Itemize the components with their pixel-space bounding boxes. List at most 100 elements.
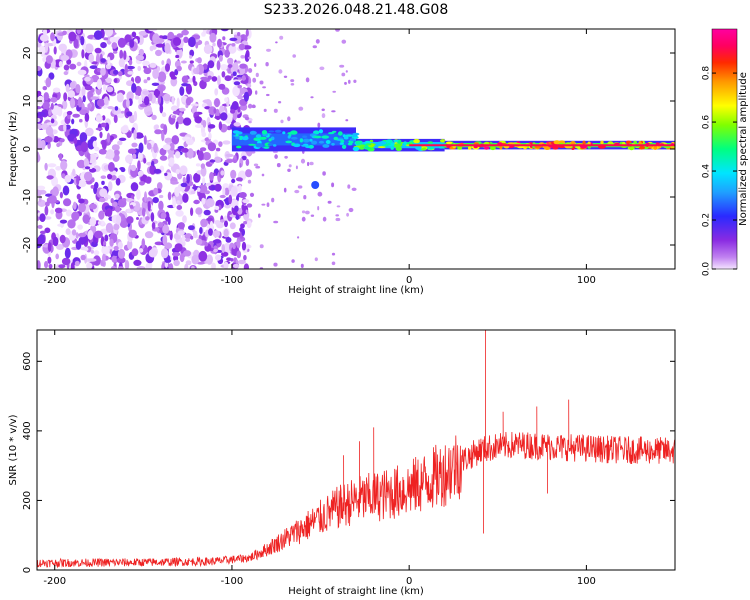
heatmap-y-tick-label: -10 (22, 189, 33, 205)
heatmap-noise-cell (315, 39, 320, 44)
heatmap-signal-cell (507, 142, 515, 145)
heatmap-noise-cell (102, 115, 106, 121)
heatmap-noise-cell (162, 224, 170, 234)
heatmap-signal-cell (600, 140, 604, 145)
heatmap-noise-cell (258, 213, 261, 218)
heatmap-noise-cell (196, 65, 200, 75)
heatmap-noise-cell (241, 75, 246, 81)
heatmap-signal-cell (302, 138, 310, 143)
heatmap-noise-cell (221, 251, 229, 257)
heatmap-noise-cell (37, 224, 43, 229)
heatmap-noise-cell (170, 76, 177, 80)
heatmap-noise-cell (113, 223, 120, 231)
heatmap-noise-cell (126, 216, 134, 224)
heatmap-signal-cell (377, 146, 386, 149)
heatmap-noise-cell (177, 222, 185, 230)
heatmap-signal-cell (347, 142, 353, 146)
heatmap-noise-cell (138, 181, 145, 186)
heatmap-noise-cell (266, 202, 270, 207)
heatmap-noise-cell (152, 68, 160, 79)
heatmap-noise-cell (91, 61, 98, 65)
heatmap-noise-cell (236, 259, 239, 265)
heatmap-noise-cell (290, 79, 295, 83)
heatmap-noise-cell (163, 93, 171, 102)
heatmap-noise-cell (107, 173, 113, 180)
heatmap-noise-cell (185, 238, 191, 242)
heatmap-signal-cell (473, 142, 479, 145)
heatmap-noise-cell (37, 260, 41, 269)
heatmap-noise-cell (247, 249, 250, 252)
heatmap-noise-cell (106, 132, 111, 143)
heatmap-noise-cell (168, 263, 174, 269)
snr-background (37, 330, 675, 570)
heatmap-noise-cell (332, 90, 337, 93)
heatmap-noise-cell (223, 261, 229, 269)
heatmap-noise-cell (208, 132, 212, 140)
heatmap-noise-cell (215, 147, 221, 152)
heatmap-noise-cell (76, 193, 81, 200)
heatmap-noise-cell (84, 166, 91, 170)
heatmap-noise-cell (174, 243, 183, 252)
heatmap-noise-cell (37, 66, 42, 71)
heatmap-noise-cell (208, 228, 213, 236)
heatmap-noise-cell (50, 102, 54, 110)
heatmap-noise-cell (54, 207, 63, 214)
heatmap-noise-cell (117, 266, 124, 269)
heatmap-noise-cell (218, 204, 222, 211)
heatmap-noise-cell (317, 191, 323, 197)
heatmap-noise-cell (52, 87, 61, 93)
colorbar-tick-label: 0.2 (702, 213, 712, 227)
heatmap-noise-cell (92, 140, 98, 148)
heatmap-noise-cell (93, 250, 100, 256)
heatmap-noise-cell (57, 106, 63, 117)
heatmap-noise-cell (134, 85, 142, 97)
heatmap-noise-cell (48, 263, 53, 269)
heatmap-signal-cell (352, 146, 360, 152)
heatmap-noise-cell (335, 217, 341, 222)
heatmap-signal-cell (285, 140, 293, 144)
heatmap-signal-cell (340, 139, 345, 143)
heatmap-noise-cell (179, 253, 185, 263)
heatmap-x-axis-label: Height of straight line (km) (288, 285, 424, 296)
heatmap-noise-cell (331, 182, 335, 188)
heatmap-noise-cell (55, 166, 62, 171)
heatmap-noise-cell (220, 112, 228, 121)
heatmap-noise-cell (117, 71, 123, 77)
heatmap-signal-cell (438, 146, 444, 149)
heatmap-noise-cell (271, 197, 275, 203)
heatmap-signal-cell (353, 136, 358, 139)
heatmap-noise-cell (219, 194, 226, 199)
heatmap-y-tick-label: 10 (22, 95, 33, 108)
heatmap-noise-cell (195, 124, 203, 128)
heatmap-noise-cell (50, 96, 58, 103)
heatmap-noise-cell (245, 169, 253, 178)
heatmap-cells (37, 29, 675, 269)
heatmap-signal-cell (392, 139, 399, 142)
heatmap-noise-cell (80, 36, 85, 46)
heatmap-noise-cell (141, 238, 146, 250)
heatmap-signal-cell (299, 138, 304, 143)
heatmap-noise-cell (148, 29, 158, 32)
heatmap-noise-cell (127, 239, 133, 250)
heatmap-noise-cell (136, 189, 141, 201)
heatmap-signal-cell (633, 141, 638, 144)
heatmap-noise-cell (85, 127, 94, 137)
heatmap-noise-cell (288, 164, 292, 168)
heatmap-noise-cell (223, 228, 229, 238)
heatmap-noise-cell (104, 234, 109, 242)
heatmap-noise-cell (162, 144, 171, 151)
heatmap-noise-cell (37, 95, 45, 105)
heatmap-noise-cell (115, 178, 121, 186)
heatmap-signal-cell (587, 145, 591, 149)
heatmap-noise-cell (149, 45, 154, 52)
heatmap-noise-cell (353, 79, 357, 84)
heatmap-noise-cell (72, 113, 80, 118)
heatmap-noise-cell (151, 222, 156, 230)
heatmap-noise-cell (56, 244, 64, 250)
heatmap-noise-cell (290, 83, 295, 86)
heatmap-noise-cell (109, 36, 118, 43)
heatmap-signal-cell (385, 139, 393, 144)
heatmap-noise-cell (224, 159, 234, 163)
heatmap-noise-cell (237, 77, 243, 80)
heatmap-noise-cell (189, 55, 193, 59)
